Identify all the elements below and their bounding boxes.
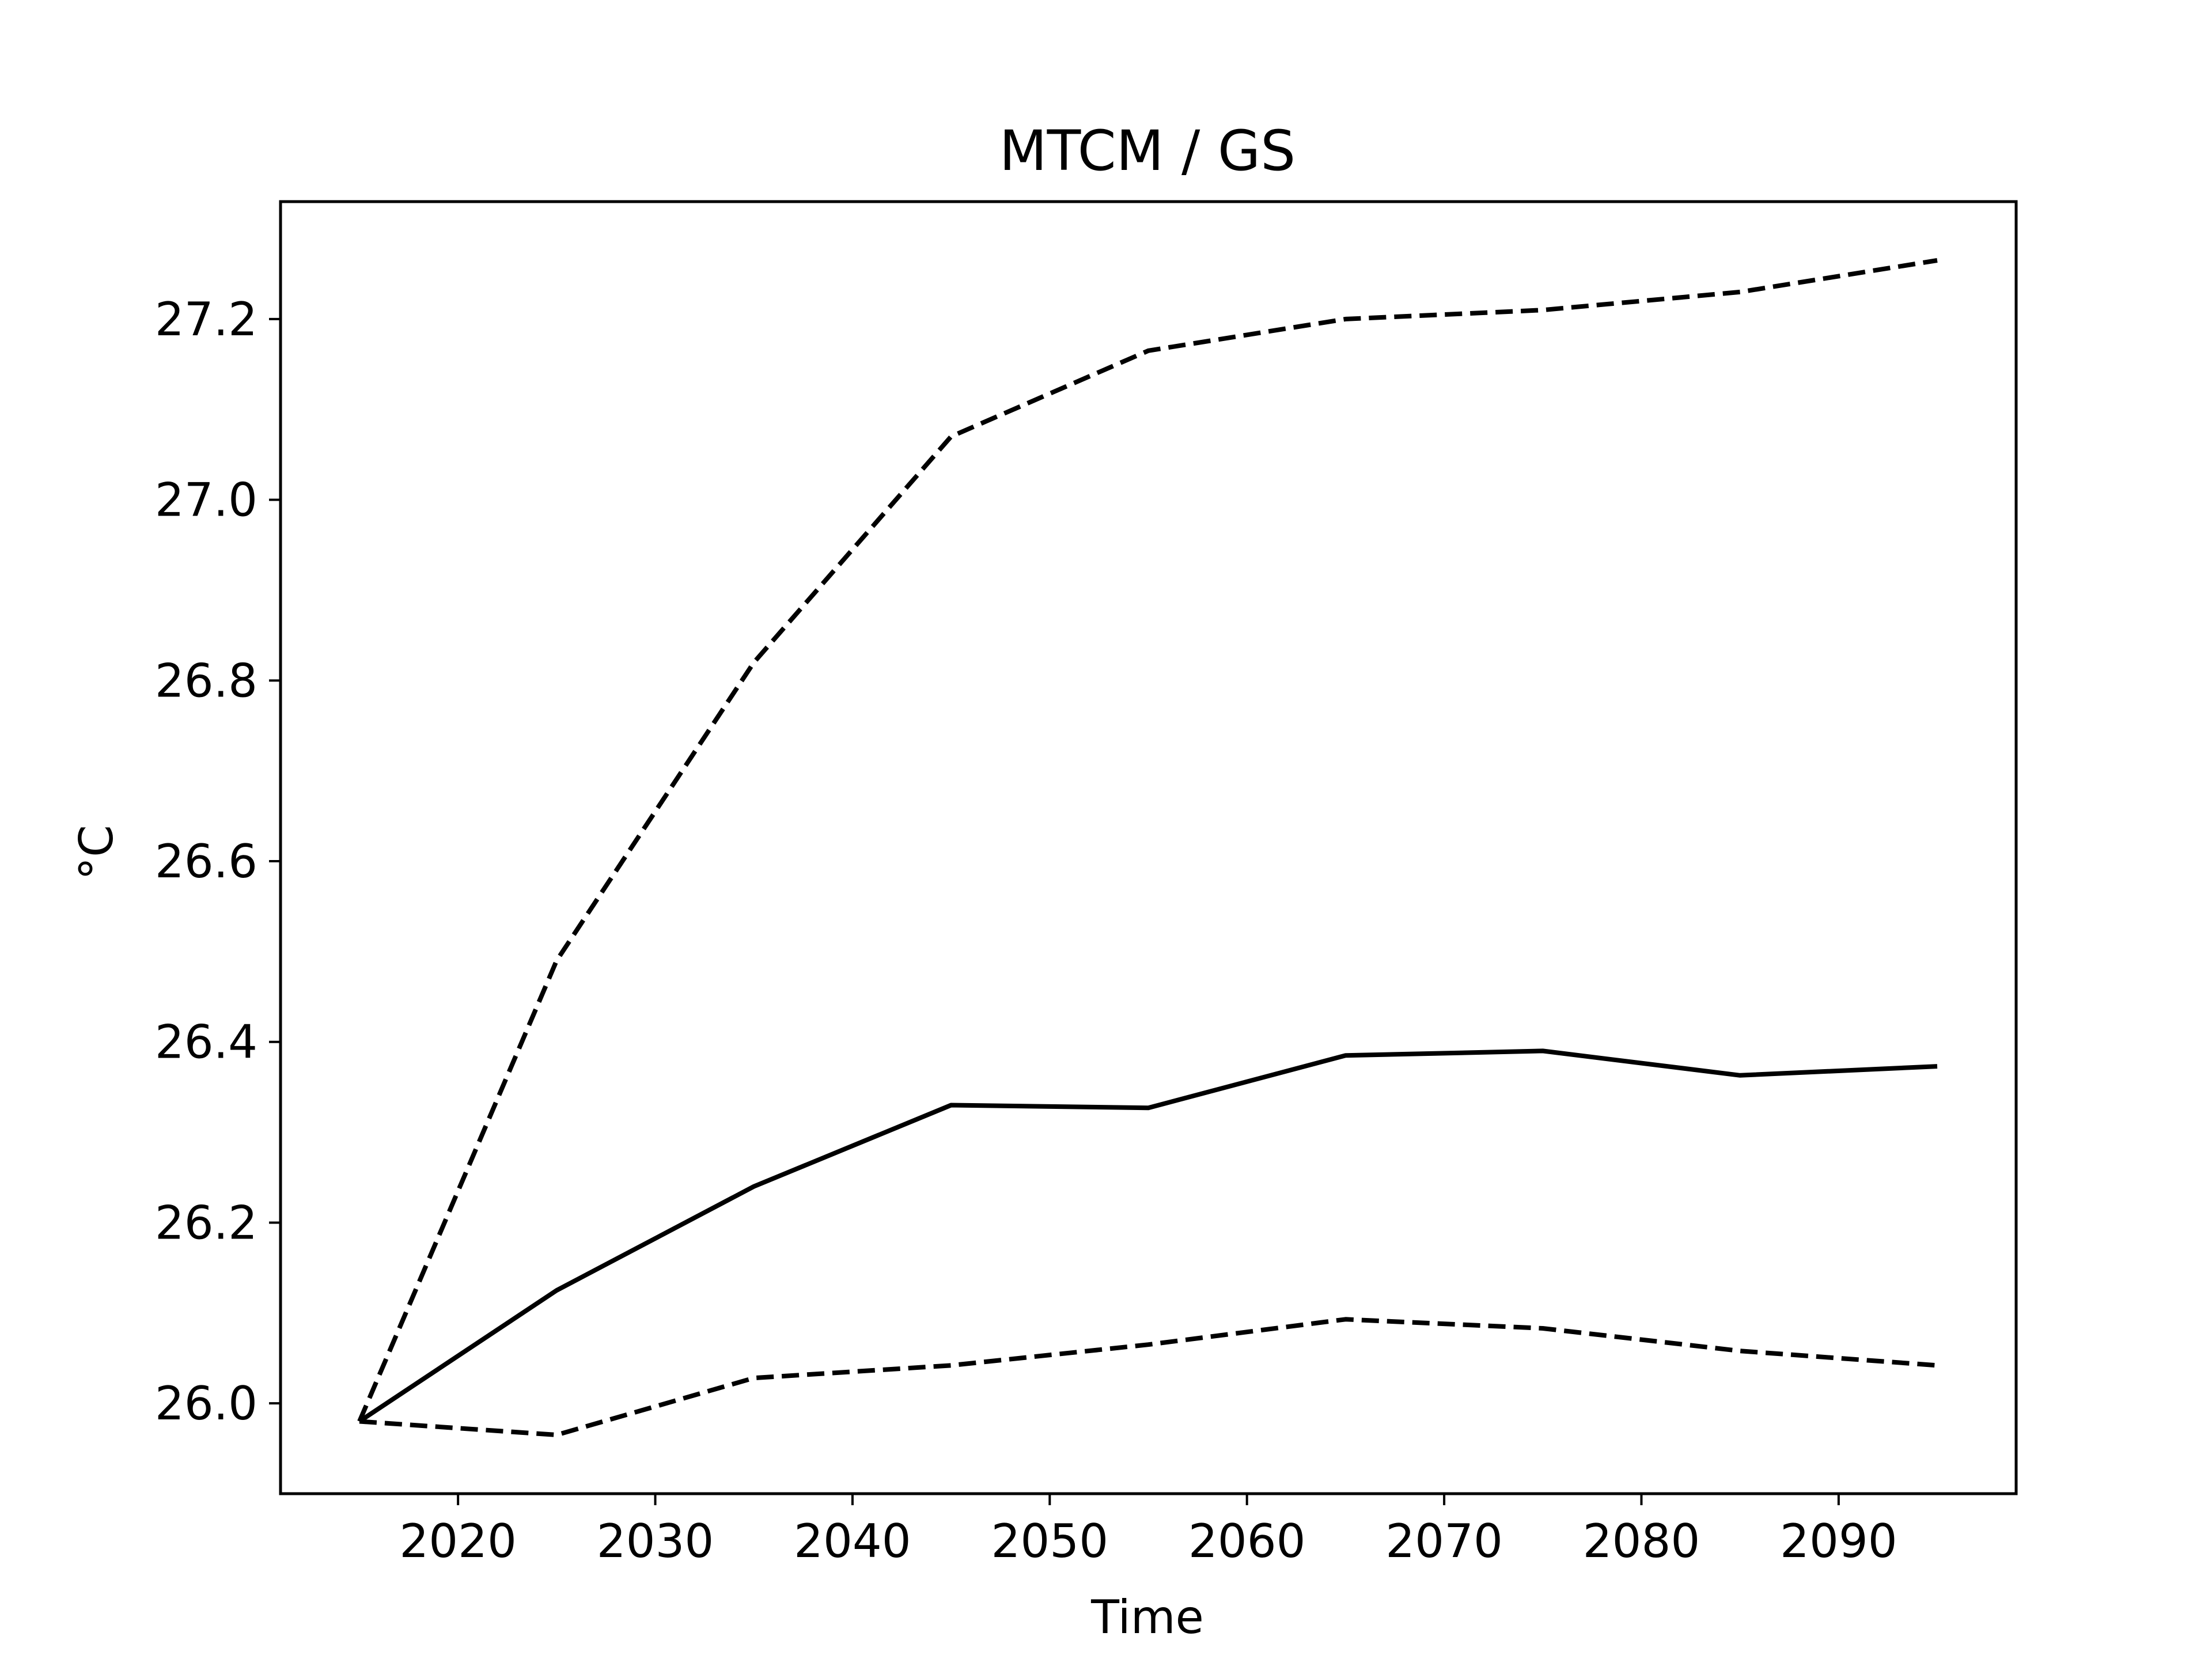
x-tick-label: 2020 bbox=[399, 1514, 517, 1568]
plot-layer bbox=[357, 258, 1938, 1437]
x-tick-label: 2070 bbox=[1385, 1514, 1503, 1568]
y-tick-label: 26.2 bbox=[155, 1196, 257, 1249]
x-tick-label: 2030 bbox=[597, 1514, 714, 1568]
series-line-1 bbox=[358, 1048, 1938, 1423]
y-tick-label: 26.6 bbox=[155, 835, 257, 888]
y-tick-label: 27.0 bbox=[155, 474, 257, 527]
plot-frame bbox=[279, 200, 2018, 1495]
y-tick-label: 26.0 bbox=[155, 1377, 257, 1430]
y-tick-label: 26.4 bbox=[155, 1016, 257, 1069]
x-tick-label: 2050 bbox=[991, 1514, 1109, 1568]
x-tick-label: 2080 bbox=[1583, 1514, 1700, 1568]
x-tick-label: 2090 bbox=[1780, 1514, 1897, 1568]
x-tick-label: 2040 bbox=[794, 1514, 911, 1568]
x-axis: 2020 2030 2040 2050 2060 2070 2080 2090 bbox=[399, 1494, 1897, 1568]
x-tick-label: 2060 bbox=[1188, 1514, 1306, 1568]
chart-title: MTCM / GS bbox=[999, 119, 1296, 183]
y-axis: 26.0 26.2 26.4 26.6 26.8 27.0 27.2 bbox=[155, 293, 281, 1430]
y-axis-label: °C bbox=[70, 825, 123, 880]
series-line-3 bbox=[359, 1317, 1938, 1437]
x-axis-label: Time bbox=[1090, 1590, 1204, 1644]
y-tick-label: 27.2 bbox=[155, 293, 257, 346]
y-tick-label: 26.8 bbox=[155, 654, 257, 707]
series-line-2 bbox=[357, 258, 1938, 1423]
